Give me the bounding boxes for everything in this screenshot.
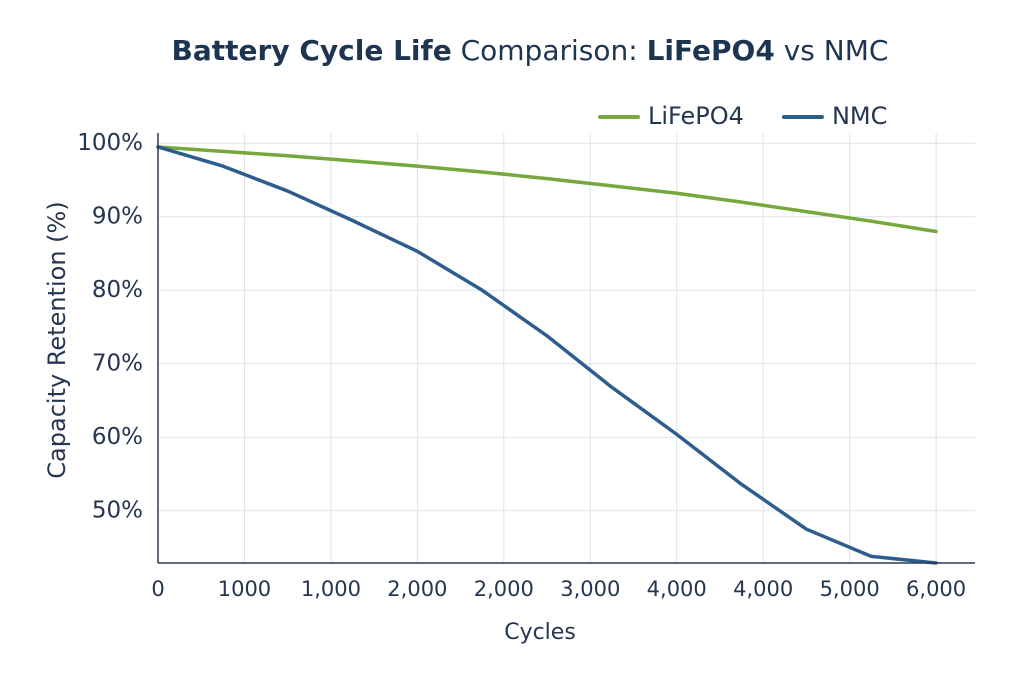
x-tick-label: 3,000: [560, 577, 620, 601]
title-part: vs NMC: [775, 34, 889, 67]
x-tick-label: 1000: [218, 577, 271, 601]
legend-label: LiFePO4: [648, 102, 744, 130]
y-tick-label: 100%: [77, 130, 143, 156]
y-axis-label: Capacity Retention (%): [43, 201, 71, 478]
legend: LiFePO4 NMC: [598, 102, 887, 130]
x-tick-label: 2,000: [474, 577, 534, 601]
x-tick-label: 2,000: [387, 577, 447, 601]
y-tick-label: 50%: [92, 497, 143, 523]
title-part: Battery Cycle Life: [172, 34, 452, 67]
series-line: [156, 145, 938, 234]
x-tick-label: 0: [151, 577, 164, 601]
plot: [156, 145, 938, 565]
x-tick-label: 5,000: [820, 577, 880, 601]
x-tick-label: 4,000: [733, 577, 793, 601]
title-part: Comparison:: [452, 34, 647, 67]
x-tick-label: 4,000: [647, 577, 707, 601]
y-tick-label: 80%: [92, 277, 143, 303]
title-part: LiFePO4: [647, 34, 775, 67]
chart-title: Battery Cycle Life Comparison: LiFePO4 v…: [172, 34, 889, 67]
y-tick-label: 70%: [92, 350, 143, 376]
x-axis-label: Cycles: [504, 620, 576, 645]
y-tick-label: 60%: [92, 424, 143, 450]
x-tick-label: 1,000: [301, 577, 361, 601]
y-tick-label: 90%: [92, 203, 143, 229]
grid: [157, 133, 975, 563]
legend-label: NMC: [832, 102, 887, 130]
x-tick-label: 6,000: [906, 577, 966, 601]
series-line: [156, 145, 938, 565]
